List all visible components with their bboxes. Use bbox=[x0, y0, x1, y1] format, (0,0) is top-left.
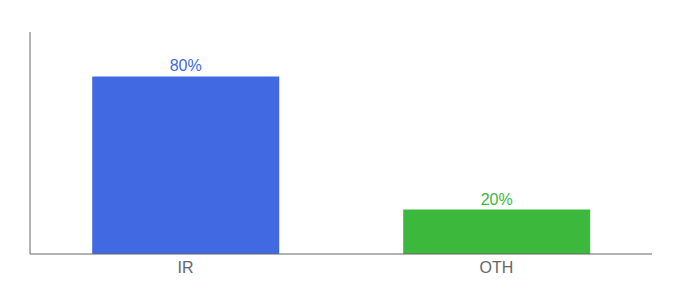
svg-text:OTH: OTH bbox=[480, 259, 514, 276]
svg-text:IR: IR bbox=[178, 259, 194, 276]
svg-text:80%: 80% bbox=[170, 57, 202, 74]
svg-text:20%: 20% bbox=[481, 191, 513, 208]
